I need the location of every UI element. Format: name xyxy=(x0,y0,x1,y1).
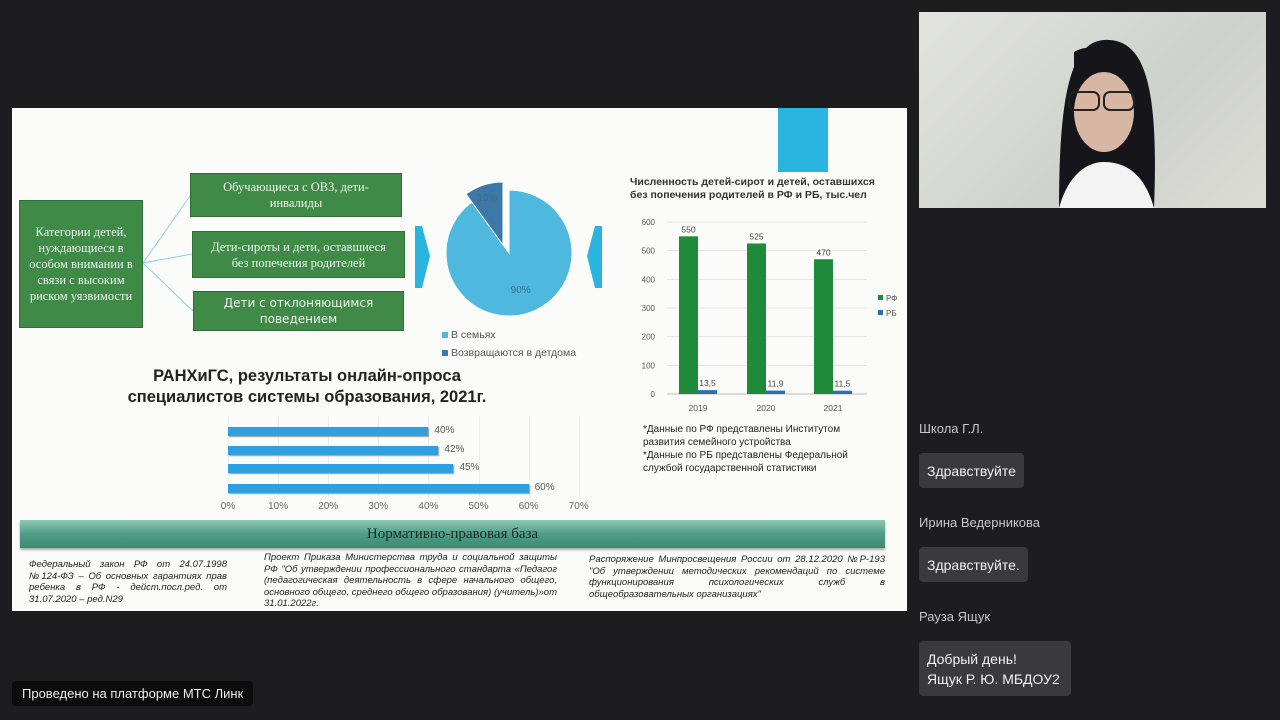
diagram-branch-box: Дети-сироты и дети, оставшиеся без попеч… xyxy=(192,231,405,278)
bar-data-label: 45% xyxy=(459,462,480,473)
chat-message: Здравствуйте. xyxy=(919,547,1028,582)
footnote: *Данные по РБ представлены Федеральной с… xyxy=(643,450,848,474)
y-tick-label: 500 xyxy=(642,247,656,256)
gridline xyxy=(428,416,430,498)
law-text: Федеральный закон РФ от 24.07.1998 №124-… xyxy=(29,559,227,605)
gridline xyxy=(578,416,580,498)
legend-swatch xyxy=(442,350,448,356)
bar-РФ xyxy=(679,236,698,394)
pie-legend: В семьях Возвращаются в детдома xyxy=(442,326,576,362)
bar xyxy=(228,464,454,473)
bar-data-label: 11,5 xyxy=(835,379,851,389)
gridline xyxy=(378,416,380,498)
x-tick-label: 10% xyxy=(268,501,289,512)
y-tick-label: 200 xyxy=(642,333,656,342)
gridline xyxy=(228,416,229,498)
x-tick-label: 20% xyxy=(318,501,339,512)
diagram-branch-box: Обучающиеся с ОВЗ, дети-инвалиды xyxy=(190,173,402,217)
diagram-connectors xyxy=(142,195,602,312)
law-text: Распоряжение Минпросвещения России от 28… xyxy=(589,554,885,600)
presentation-slide: Категории детей, нуждающиеся в особом вн… xyxy=(12,108,907,611)
diagram-branch-box: Дети с отклоняющимся поведением xyxy=(193,291,404,331)
y-tick-label: 300 xyxy=(642,304,656,313)
bar-РБ xyxy=(833,390,852,394)
bar-РФ xyxy=(747,243,766,394)
chat-author: Ирина Ведерникова xyxy=(919,515,1041,530)
gridline xyxy=(328,416,330,498)
y-tick-label: 600 xyxy=(642,218,656,227)
bar xyxy=(228,484,529,493)
law-text: Проект Приказа Министерства труда и соци… xyxy=(264,552,557,609)
x-tick-label: 70% xyxy=(568,501,589,512)
pie-slice xyxy=(465,181,504,247)
bar-РБ xyxy=(766,390,785,394)
y-tick-label: 400 xyxy=(642,275,656,284)
speaker-video xyxy=(919,12,1266,208)
chat-message: Здравствуйте xyxy=(919,453,1024,488)
platform-badge[interactable]: Проведено на платформе МТС Линк xyxy=(12,681,254,706)
x-tick-label: 2020 xyxy=(757,403,776,413)
bar-data-label: 550 xyxy=(681,224,695,234)
bar-РФ xyxy=(814,259,833,394)
chat-author: Школа Г.Л. xyxy=(919,421,984,436)
arrow-right-icon xyxy=(415,226,430,288)
y-tick-label: 100 xyxy=(642,361,656,370)
legend-swatch xyxy=(442,332,448,338)
x-tick-label: 2021 xyxy=(824,403,843,413)
pie-data-label: 90% xyxy=(511,285,531,296)
chat-message: Добрый день! Ящук Р. Ю. МБДОУ2 xyxy=(919,641,1071,696)
pie-data-label: 10% xyxy=(477,193,497,204)
gridline xyxy=(278,416,280,498)
x-tick-label: 50% xyxy=(468,501,489,512)
orphans-chart-title: Численность детей-сирот и детей, оставши… xyxy=(630,176,875,201)
legend-label: РФ xyxy=(886,294,897,303)
bar-data-label: 470 xyxy=(816,247,830,257)
bar-data-label: 40% xyxy=(434,425,455,436)
x-tick-label: 0% xyxy=(220,501,236,512)
bar-data-label: 11,9 xyxy=(768,379,784,389)
x-tick-label: 30% xyxy=(368,501,389,512)
bar xyxy=(228,446,439,455)
gridline xyxy=(528,416,530,498)
pie-slice xyxy=(445,189,573,317)
legend-swatch xyxy=(878,295,883,300)
y-tick-label: 0 xyxy=(651,390,656,399)
bar-РБ xyxy=(698,390,717,394)
pie-chart: 90% 10% xyxy=(445,181,573,317)
survey-bar-chart: 0%10%20%30%40%50%60%70%Арт-терапевтическ… xyxy=(12,108,612,528)
bar-data-label: 60% xyxy=(534,482,555,493)
bar-data-label: 13,5 xyxy=(699,378,716,388)
speaker-figure xyxy=(1059,39,1155,208)
chat-author: Рауза Ящук xyxy=(919,609,991,624)
orphans-bar-chart: 0 100 200 300 400 500 600 2019 550 13,5 2020 525 11,… xyxy=(642,218,898,413)
legend-label: РБ xyxy=(886,309,897,318)
x-tick-label: 60% xyxy=(518,501,539,512)
legend-swatch xyxy=(878,310,883,315)
bar-data-label: 42% xyxy=(444,444,465,455)
x-tick-label: 2019 xyxy=(689,403,708,413)
legend-item: Возвращаются в детдома xyxy=(442,344,576,362)
bar-data-label: 525 xyxy=(749,232,763,242)
x-tick-label: 40% xyxy=(418,501,439,512)
decorative-block xyxy=(778,108,828,172)
legend-item: В семьях xyxy=(442,326,576,344)
gridline xyxy=(478,416,480,498)
diagram-root-box: Категории детей, нуждающиеся в особом вн… xyxy=(19,200,143,328)
survey-title: РАНХиГС, результаты онлайн-опроса специа… xyxy=(127,367,487,406)
legal-banner: Нормативно-правовая база xyxy=(20,520,885,548)
footnote: *Данные по РФ представлены Институтом ра… xyxy=(643,424,841,448)
bar xyxy=(228,427,429,436)
arrow-left-icon xyxy=(587,226,602,288)
